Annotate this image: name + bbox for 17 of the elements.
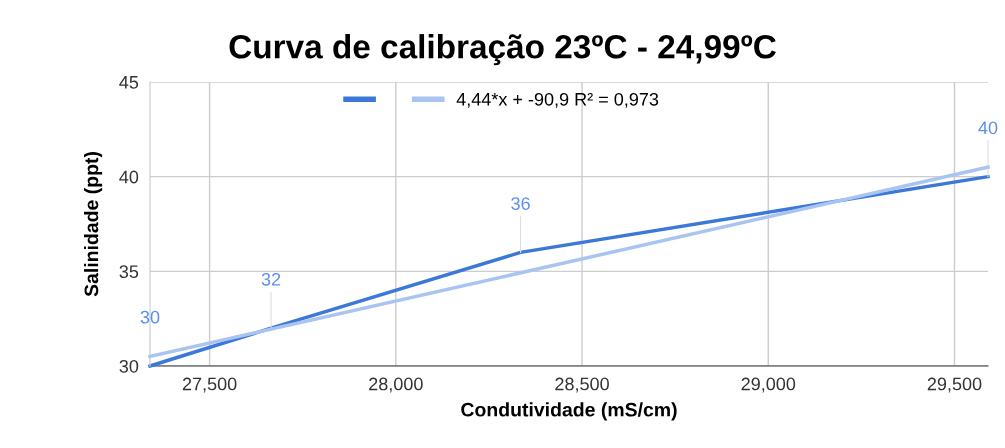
data-label: 36: [511, 197, 530, 210]
data-label: 32: [261, 272, 281, 286]
x-tick-label: 28,000: [369, 377, 423, 393]
x-tick-label: 29,000: [741, 377, 796, 393]
y-tick-label: 40: [119, 170, 139, 184]
legend-label: 4,44*x + -90,9 R² = 0,973: [456, 92, 659, 108]
data-label: 40: [978, 121, 998, 135]
x-axis-title: Condutividade (mS/cm): [461, 402, 677, 421]
data-label: 30: [140, 310, 160, 324]
y-axis-title: Salinidade (ppt): [84, 152, 103, 297]
y-tick-label: 30: [119, 359, 139, 373]
x-tick-label: 29,500: [927, 377, 982, 393]
y-tick-label: 35: [119, 265, 139, 279]
x-tick-label: 28,500: [555, 377, 609, 393]
x-tick-label: 27,500: [182, 377, 237, 393]
chart-title: Curva de calibração 23ºC - 24,99ºC: [229, 34, 776, 66]
y-tick-label: 45: [119, 76, 139, 89]
